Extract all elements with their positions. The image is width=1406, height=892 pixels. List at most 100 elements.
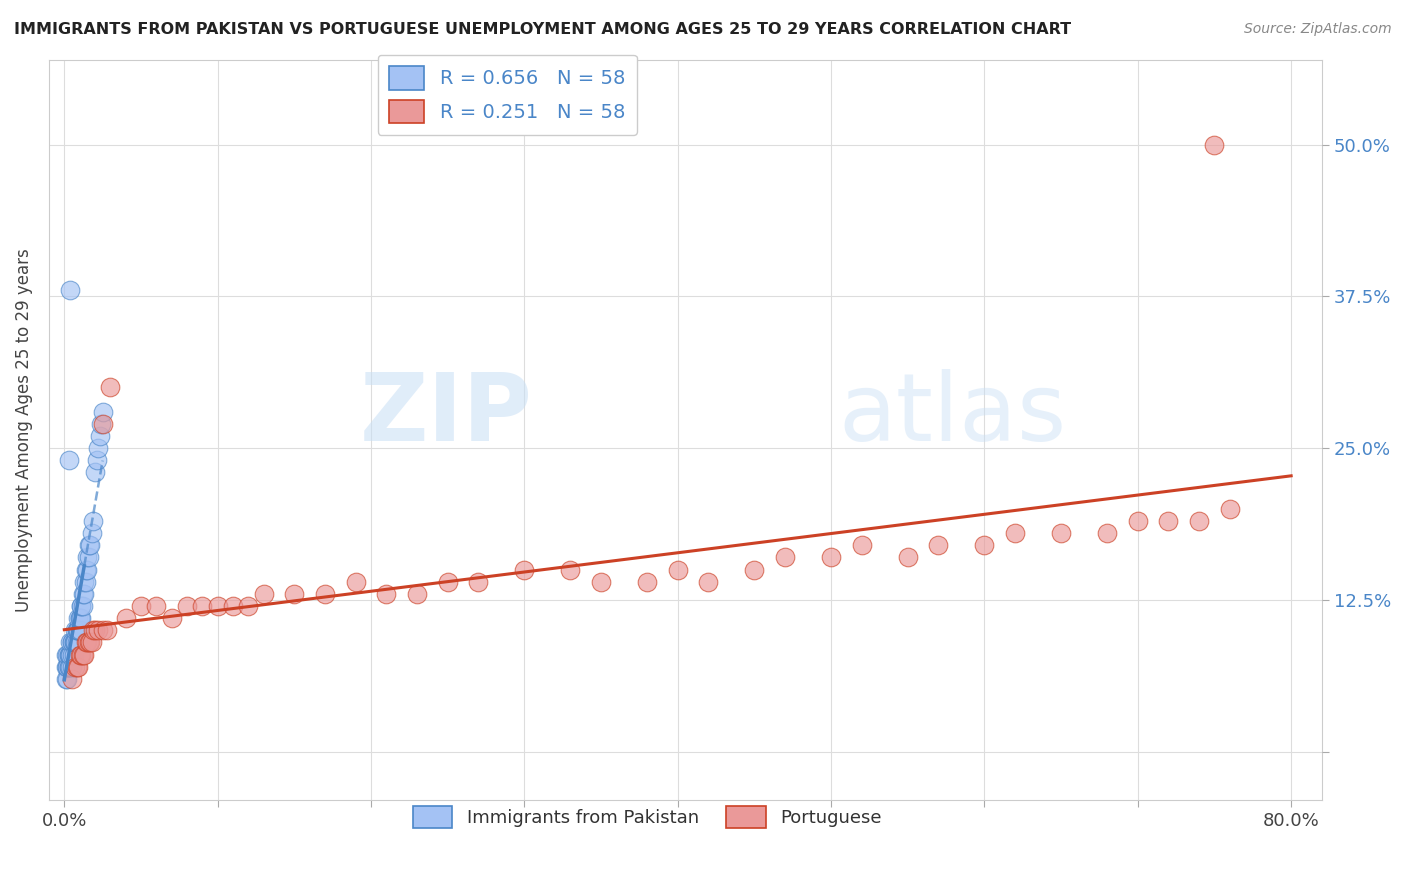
Point (69, 648, 91, 662)
Point (84, 624, 107, 638)
Point (1126, 514, 1149, 528)
Point (55, 659, 77, 673)
Point (697, 574, 720, 589)
Point (91, 417, 114, 431)
Legend: Immigrants from Pakistan, Portuguese: Immigrants from Pakistan, Portuguese (405, 799, 889, 836)
Point (79, 635, 101, 649)
Point (58, 648, 80, 662)
Point (1095, 526, 1118, 541)
Point (1219, 501, 1241, 516)
Point (69, 611, 91, 625)
Point (58, 659, 80, 673)
Point (467, 574, 489, 589)
Point (69, 611, 91, 625)
Point (70, 599, 93, 613)
Point (58, 453, 80, 467)
Point (314, 587, 336, 601)
Point (56, 659, 79, 673)
Point (82, 624, 104, 638)
Point (73, 648, 96, 662)
Point (67, 659, 90, 673)
Point (58, 648, 80, 662)
Point (56, 659, 79, 673)
Point (207, 599, 229, 613)
Point (87, 441, 110, 455)
Point (75, 562, 97, 576)
Point (63, 624, 86, 638)
Point (82, 514, 104, 528)
Point (67, 611, 90, 625)
Point (1204, 137, 1226, 152)
Point (283, 587, 305, 601)
Point (65, 635, 87, 649)
Point (160, 611, 183, 625)
Point (191, 599, 214, 613)
Point (67, 624, 90, 638)
Point (927, 538, 949, 552)
Point (560, 562, 582, 576)
Point (1050, 526, 1073, 541)
Point (589, 574, 612, 589)
Point (63, 635, 86, 649)
Point (129, 599, 152, 613)
Point (77, 550, 100, 565)
Point (65, 624, 87, 638)
Point (76, 550, 98, 565)
Point (60, 659, 83, 673)
Point (63, 635, 86, 649)
Point (87, 624, 110, 638)
Point (666, 562, 689, 576)
Point (96, 624, 118, 638)
Point (80, 526, 103, 541)
Point (76, 635, 98, 649)
Point (77, 538, 100, 552)
Point (77, 635, 100, 649)
Text: IMMIGRANTS FROM PAKISTAN VS PORTUGUESE UNEMPLOYMENT AMONG AGES 25 TO 29 YEARS CO: IMMIGRANTS FROM PAKISTAN VS PORTUGUESE U… (14, 22, 1071, 37)
Point (75, 635, 97, 649)
Point (1004, 526, 1026, 541)
Point (820, 550, 842, 565)
Point (238, 599, 260, 613)
Point (72, 599, 94, 613)
Point (90, 417, 112, 431)
Point (91, 405, 114, 419)
Point (60, 648, 83, 662)
Point (1157, 514, 1180, 528)
Y-axis label: Unemployment Among Ages 25 to 29 years: Unemployment Among Ages 25 to 29 years (15, 248, 32, 612)
Point (65, 659, 87, 673)
Point (344, 574, 367, 589)
Point (89, 429, 111, 443)
Point (744, 562, 766, 576)
Point (60, 635, 83, 649)
Point (773, 550, 796, 565)
Point (253, 587, 276, 601)
Point (56, 648, 79, 662)
Text: Source: ZipAtlas.com: Source: ZipAtlas.com (1244, 22, 1392, 37)
Point (58, 659, 80, 673)
Point (73, 574, 96, 589)
Point (59, 283, 82, 297)
Point (72, 648, 94, 662)
Point (67, 624, 90, 638)
Point (897, 550, 920, 565)
Point (70, 599, 93, 613)
Point (62, 635, 84, 649)
Point (62, 635, 84, 649)
Point (86, 453, 108, 467)
Point (114, 611, 136, 625)
Point (55, 648, 77, 662)
Point (70, 648, 93, 662)
Text: atlas: atlas (838, 369, 1066, 461)
Point (60, 635, 83, 649)
Point (91, 624, 114, 638)
Point (63, 659, 86, 673)
Point (76, 562, 98, 576)
Point (375, 587, 398, 601)
Point (851, 538, 873, 552)
Point (406, 587, 429, 601)
Point (73, 587, 96, 601)
Point (1188, 514, 1211, 528)
Point (145, 599, 167, 613)
Point (513, 562, 536, 576)
Point (55, 672, 77, 686)
